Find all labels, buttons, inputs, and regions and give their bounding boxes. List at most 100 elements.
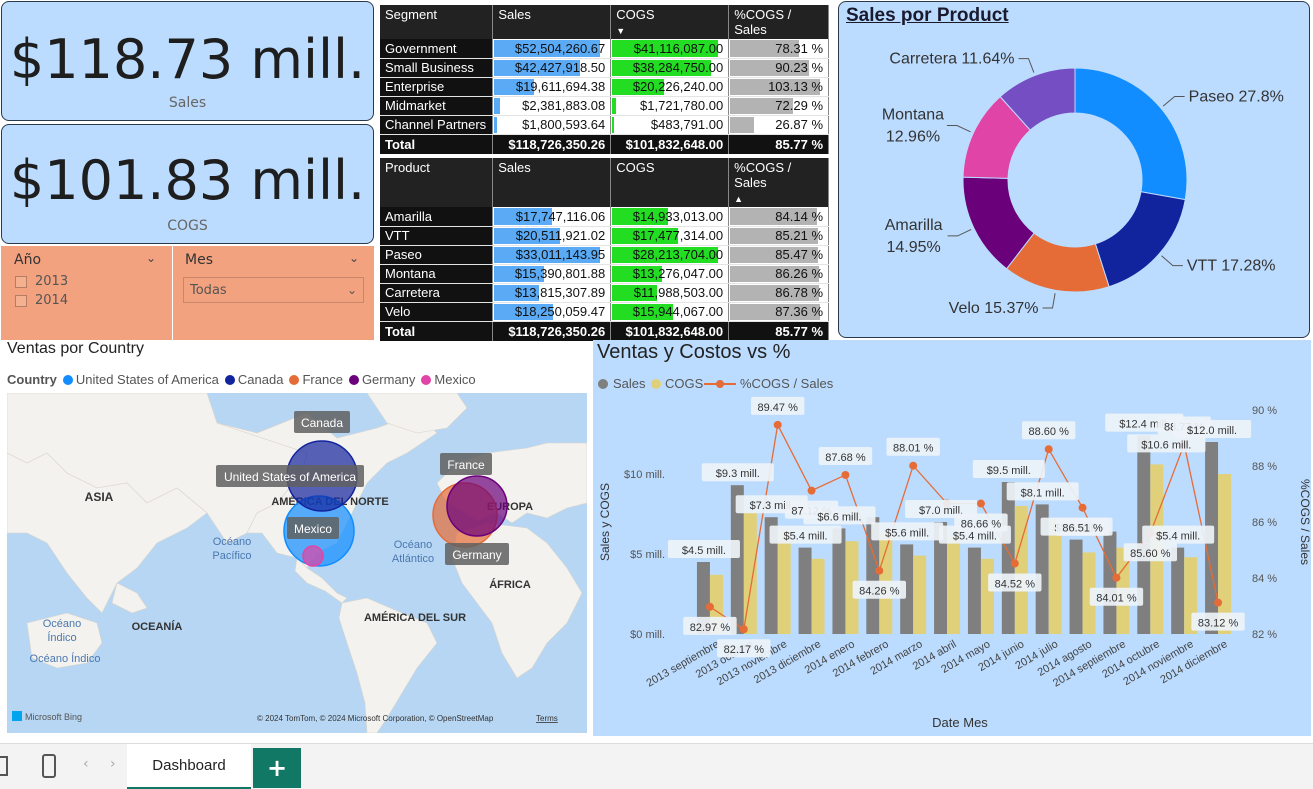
checkbox-icon[interactable] xyxy=(15,294,27,307)
cogs-bar[interactable] xyxy=(1218,474,1232,634)
donut-chart[interactable]: Paseo 27.8% VTT 17.28% Velo 15.37% Amarilla… xyxy=(839,2,1309,337)
cogs-bar[interactable] xyxy=(1048,518,1062,634)
map-legend-item[interactable]: United States of America xyxy=(62,372,219,387)
donut-slice-carretera[interactable] xyxy=(999,67,1076,131)
table-row[interactable]: Channel Partners $1,800,593.64 $483,791.00… xyxy=(380,115,829,135)
desktop-view-icon[interactable] xyxy=(0,756,8,776)
cogs-bar[interactable] xyxy=(980,558,994,634)
map-legend-item[interactable]: Canada xyxy=(224,372,283,387)
column-header-pct[interactable]: %COGS / Sales ▲ xyxy=(728,158,829,207)
sales-bar[interactable] xyxy=(866,517,880,634)
pct-point[interactable] xyxy=(807,486,816,495)
pct-point[interactable] xyxy=(705,602,714,611)
year-option-2013[interactable]: 2013 xyxy=(15,274,68,289)
cogs-bar[interactable] xyxy=(1014,506,1028,634)
column-header-sales[interactable]: Sales xyxy=(492,5,612,39)
month-dropdown[interactable]: Todas ⌄ xyxy=(183,277,364,303)
sales-bar[interactable] xyxy=(934,522,948,634)
pct-cell: 86.78 % xyxy=(728,283,829,303)
map-terms-link[interactable]: Terms xyxy=(536,714,558,723)
svg-text:$9.3 mill.: $9.3 mill. xyxy=(716,468,760,480)
table-row[interactable]: Amarilla $17,747,116.06 $14,933,013.00 84.1… xyxy=(380,207,829,227)
table-row[interactable]: Carretera $13,815,307.89 $11,988,503.00 86.… xyxy=(380,283,829,303)
sales-bar[interactable] xyxy=(832,528,846,634)
tab-dashboard[interactable]: Dashboard xyxy=(127,744,251,789)
sales-bar[interactable] xyxy=(1171,547,1185,634)
sales-bar[interactable] xyxy=(1069,539,1083,634)
donut-slice-vtt[interactable] xyxy=(1094,191,1186,288)
combo-chart-panel[interactable]: Ventas y Costos vs % Sales COGS %COGS / Sa… xyxy=(593,340,1311,736)
map-legend-item[interactable]: Mexico xyxy=(421,372,476,387)
pct-point[interactable] xyxy=(739,625,748,634)
svg-text:$12.4 mill.: $12.4 mill. xyxy=(1119,419,1169,431)
donut-slice-paseo[interactable] xyxy=(1074,67,1188,201)
checkbox-icon[interactable] xyxy=(15,275,27,288)
cogs-bar[interactable] xyxy=(947,536,961,634)
cogs-bar[interactable] xyxy=(913,555,927,634)
year-option-2014[interactable]: 2014 xyxy=(15,293,68,308)
pct-point[interactable] xyxy=(909,461,918,470)
pct-point[interactable] xyxy=(1112,573,1121,582)
month-slicer[interactable]: Mes ⌄ Todas ⌄ xyxy=(173,246,374,340)
column-header-segment[interactable]: Segment xyxy=(380,5,494,39)
chevron-down-icon[interactable]: ⌄ xyxy=(146,251,157,265)
sales-bar[interactable] xyxy=(798,547,812,634)
column-header-cogs[interactable]: COGS ▼ xyxy=(610,5,730,39)
pct-data-label: 84.01 % xyxy=(1089,587,1144,606)
table-row[interactable]: Montana $15,390,801.88 $13,276,047.00 86.26… xyxy=(380,264,829,284)
bubble-germany[interactable] xyxy=(446,475,508,537)
add-page-button[interactable]: + xyxy=(253,748,301,788)
segment-table[interactable]: Segment Sales COGS ▼ %COGS / Sales Govern… xyxy=(380,5,829,154)
table-row[interactable]: Velo $18,250,059.47 $15,944,067.00 87.36 % xyxy=(380,302,829,322)
table-row[interactable]: Midmarket $2,381,883.08 $1,721,780.00 72.29… xyxy=(380,96,829,116)
pct-point[interactable] xyxy=(1044,445,1053,454)
sales-bar[interactable] xyxy=(1035,504,1049,634)
cogs-kpi-card[interactable]: $101.83 mill. COGS xyxy=(1,124,374,244)
chevron-down-icon[interactable]: ⌄ xyxy=(349,251,360,265)
cogs-bar[interactable] xyxy=(777,530,791,634)
sales-bar[interactable] xyxy=(764,517,778,634)
pct-point[interactable] xyxy=(1010,559,1019,568)
bubble-mexico[interactable] xyxy=(302,545,324,567)
sales-kpi-card[interactable]: $118.73 mill. Sales xyxy=(1,1,374,121)
table-row[interactable]: Enterprise $19,611,694.38 $20,226,240.00 10… xyxy=(380,77,829,97)
table-row[interactable]: Small Business $42,427,918.50 $38,284,750.… xyxy=(380,58,829,78)
next-page-icon[interactable]: › xyxy=(110,756,116,772)
sales-bar[interactable] xyxy=(696,562,710,634)
sales-bar[interactable] xyxy=(730,485,744,634)
pct-point[interactable] xyxy=(976,499,985,508)
legend-pct[interactable]: %COGS / Sales xyxy=(740,376,834,391)
column-header-cogs[interactable]: COGS xyxy=(610,158,730,207)
pct-point[interactable] xyxy=(773,420,782,429)
sales-bar[interactable] xyxy=(900,544,914,634)
prev-page-icon[interactable]: ‹ xyxy=(83,756,89,772)
legend-cogs[interactable]: COGS xyxy=(665,376,704,391)
legend-sales[interactable]: Sales xyxy=(613,376,646,391)
mobile-view-icon[interactable] xyxy=(42,754,56,778)
pct-point[interactable] xyxy=(875,566,884,575)
table-row[interactable]: VTT $20,511,921.02 $17,477,314.00 85.21 % xyxy=(380,226,829,246)
table-row[interactable]: Paseo $33,011,143.95 $28,213,704.00 85.47 % xyxy=(380,245,829,265)
combo-chart[interactable]: Sales COGS %COGS / Sales $0 mill. $5 mill. $1… xyxy=(593,340,1311,736)
cogs-bar[interactable] xyxy=(811,558,825,634)
year-slicer[interactable]: Año ⌄ 2013 2014 xyxy=(1,246,172,340)
map-legend-item[interactable]: France xyxy=(289,372,343,387)
pct-point[interactable] xyxy=(1214,598,1223,607)
sales-bar[interactable] xyxy=(1103,531,1117,634)
cogs-bar[interactable] xyxy=(1082,552,1096,634)
column-header-sales[interactable]: Sales xyxy=(492,158,612,207)
sales-bar[interactable] xyxy=(967,547,981,634)
cogs-bar[interactable] xyxy=(845,541,859,634)
sales-bar[interactable] xyxy=(1001,482,1015,634)
product-table[interactable]: Product Sales COGS %COGS / Sales ▲ Amaril… xyxy=(380,158,829,341)
column-header-product[interactable]: Product xyxy=(380,158,494,207)
column-header-pct[interactable]: %COGS / Sales xyxy=(728,5,829,39)
pct-point[interactable] xyxy=(1078,503,1087,512)
table-row[interactable]: Government $52,504,260.67 $41,116,087.00 78… xyxy=(380,39,829,59)
pct-point[interactable] xyxy=(841,470,850,479)
donut-card[interactable]: Sales por Product Paseo 27.8% VTT 17.28% V… xyxy=(838,1,1310,338)
map-legend-item[interactable]: Germany xyxy=(348,372,415,387)
cogs-bar[interactable] xyxy=(743,512,757,634)
